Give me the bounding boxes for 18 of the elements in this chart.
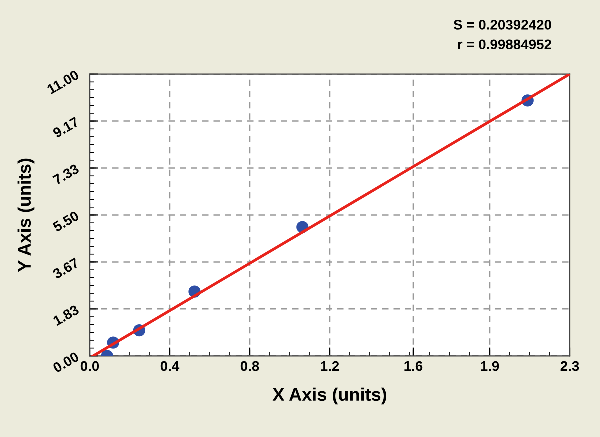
x-axis-title: X Axis (units) <box>272 388 386 405</box>
y-tick-label: 0.00 <box>52 352 80 374</box>
y-tick-label: 7.33 <box>52 164 80 186</box>
text: r = 0.99884952 <box>458 40 552 50</box>
y-tick-label: 1.83 <box>52 304 80 326</box>
x-tick-label: 0.8 <box>240 361 260 372</box>
y-axis-title: Y Axis (units) <box>18 158 35 272</box>
x-tick-label: 1.6 <box>404 361 423 372</box>
x-tick-label: 1.9 <box>481 361 500 372</box>
y-tick-label: 11.00 <box>46 70 80 95</box>
x-tick-label: 1.2 <box>321 361 340 372</box>
y-tick-label: 9.17 <box>52 116 80 138</box>
text: S = 0.20392420 <box>454 20 552 30</box>
y-tick-label: 5.50 <box>52 210 80 232</box>
x-tick-label: 0.4 <box>160 361 180 372</box>
x-tick-label: 0.0 <box>80 361 100 372</box>
x-tick-label: 2.3 <box>560 361 580 372</box>
y-tick-label: 3.67 <box>52 258 80 280</box>
